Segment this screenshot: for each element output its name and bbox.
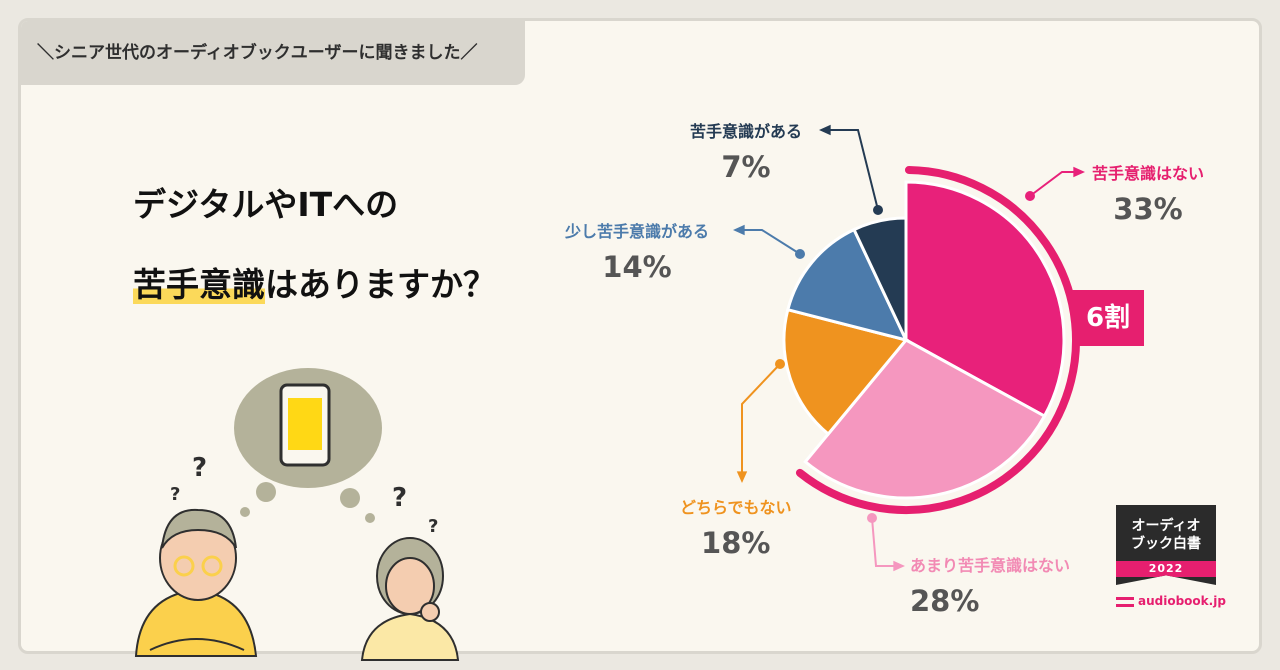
audiobook-whitepaper-badge: オーディオ ブック白書 2022 — [1116, 505, 1216, 585]
value-どちらでもない: 18% — [701, 526, 771, 560]
leader-arrow — [736, 471, 748, 483]
label-少し苦手意識がある: 少し苦手意識がある 14% — [565, 222, 710, 284]
pie-slice-苦手意識はない — [904, 180, 1066, 419]
value-あまり苦手意識はない: 28% — [910, 584, 980, 618]
leader-arrow — [1073, 166, 1085, 178]
leader-dot — [873, 205, 883, 215]
pie-slice-少し苦手意識がある — [786, 227, 909, 343]
smartphone-icon — [279, 383, 331, 467]
leader-line-あまり苦手意識はない — [871, 517, 898, 567]
brand-logo: audiobook.jp — [1116, 594, 1226, 608]
leader-dot — [1025, 191, 1035, 201]
headline-rest: はありますか？ — [265, 265, 496, 304]
pie-slice-どちらでもない — [782, 307, 909, 437]
headline-line-1: デジタルやITへの — [133, 185, 399, 224]
leader-dot — [867, 513, 877, 523]
value-苦手意識はない: 33% — [1113, 192, 1183, 226]
illustration: ? ? ? ? — [134, 368, 460, 661]
label-苦手意識がある: 苦手意識がある 7% — [690, 122, 803, 184]
survey-banner: ＼シニア世代のオーディオブックユーザーに聞きました／ — [21, 21, 525, 85]
leader-arrow — [733, 224, 745, 236]
headline-highlight: 苦手意識 — [133, 265, 265, 304]
pie-chart — [733, 124, 1085, 572]
leader-line-少し苦手意識がある — [740, 229, 801, 255]
label-あまり苦手意識はない: あまり苦手意識はない 28% — [910, 556, 1071, 618]
question-mark-icon: ? — [170, 484, 180, 505]
leader-arrow — [893, 560, 905, 572]
pie-slice-苦手意識がある — [852, 216, 908, 341]
senior-man-figure — [134, 508, 258, 657]
question-mark-icon: ? — [392, 483, 407, 513]
leader-line-苦手意識はない — [1029, 171, 1078, 197]
thought-dot — [256, 482, 276, 502]
leader-line-どちらでもない — [741, 363, 781, 476]
headline: デジタルやITへの 苦手意識はありますか？ — [133, 183, 496, 307]
badge-line-1: オーディオ — [1131, 518, 1201, 534]
headline-line-2: 苦手意識はありますか？ — [133, 263, 496, 307]
leader-arrow — [819, 124, 831, 136]
value-少し苦手意識がある: 14% — [602, 250, 672, 284]
thought-dot — [365, 513, 375, 523]
audiobook-logo-icon — [1116, 596, 1134, 607]
label-どちらでもない: どちらでもない 18% — [680, 498, 792, 560]
leader-dot — [775, 359, 785, 369]
question-mark-icon: ? — [428, 516, 438, 537]
sixty-percent-arc — [795, 166, 1080, 514]
brand-name: audiobook.jp — [1138, 594, 1226, 608]
thought-dot — [240, 507, 250, 517]
badge-line-2: ブック白書 — [1131, 536, 1201, 552]
leader-dot — [795, 249, 805, 259]
sixty-percent-callout: 6割 — [1072, 290, 1144, 346]
senior-woman-figure — [360, 537, 460, 661]
question-mark-icon: ? — [192, 453, 207, 483]
thought-dot — [340, 488, 360, 508]
label-苦手意識はない: 苦手意識はない 33% — [1092, 164, 1205, 226]
badge-year: 2022 — [1116, 561, 1216, 577]
value-苦手意識がある: 7% — [721, 150, 771, 184]
pie-slice-あまり苦手意識はない — [803, 338, 1047, 500]
leader-line-苦手意識がある — [826, 129, 879, 211]
